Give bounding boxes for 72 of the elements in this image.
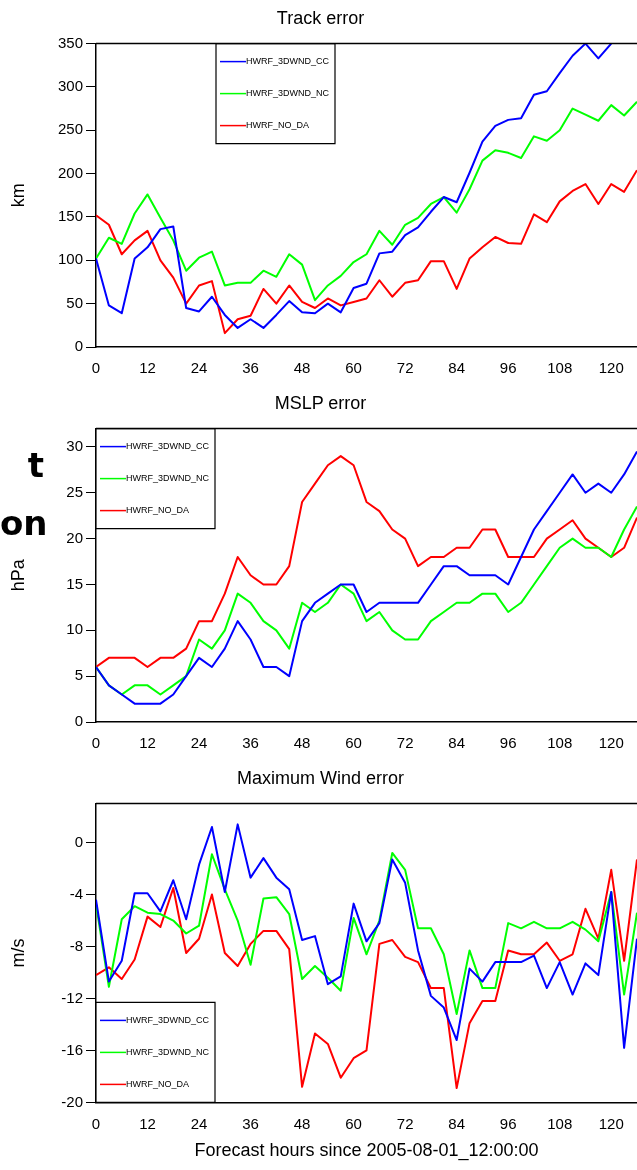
y-tick-label: 150 <box>57 207 83 225</box>
y-tick-label: 25 <box>66 482 83 500</box>
x-axis-title: Forecast hours since 2005-08-01_12:00:00 <box>194 1140 539 1162</box>
text: on <box>0 503 48 543</box>
x-tick-label: 60 <box>345 734 362 752</box>
y-tick-label: 0 <box>74 337 83 355</box>
x-tick-label: 36 <box>242 359 259 377</box>
x-tick-label: 36 <box>242 1114 259 1132</box>
x-tick-label: 0 <box>91 359 101 377</box>
x-tick-label: 48 <box>293 359 311 377</box>
y-tick-label: 30 <box>66 437 83 455</box>
y-axis-title: km <box>7 183 28 208</box>
y-tick-label: -16 <box>61 1040 83 1058</box>
chart-title: MSLP error <box>274 392 367 413</box>
y-axis-title: m/s <box>7 938 28 968</box>
x-tick-label: 108 <box>547 359 573 377</box>
y-tick-label: 0 <box>74 832 83 850</box>
legend-label: HWRF_3DWND_NC <box>246 88 330 99</box>
legend-label: HWRF_3DWND_CC <box>246 56 330 67</box>
x-tick-label: 120 <box>598 1114 624 1132</box>
x-tick-label: 36 <box>242 734 259 752</box>
x-tick-label: 120 <box>598 359 624 377</box>
x-tick-label: 84 <box>448 1114 466 1132</box>
y-tick-label: -4 <box>69 884 83 902</box>
chart-title: Maximum Wind error <box>236 767 405 788</box>
x-tick-label: 72 <box>396 734 414 752</box>
y-tick-label: 20 <box>66 528 83 546</box>
x-tick-label: 96 <box>499 1114 517 1132</box>
x-tick-label: 96 <box>499 734 517 752</box>
x-tick-label: 84 <box>448 359 466 377</box>
y-axis-title: hPa <box>7 558 28 592</box>
x-tick-label: 24 <box>190 734 208 752</box>
y-tick-label: 50 <box>66 293 83 311</box>
legend-label: HWRF_3DWND_CC <box>126 441 210 452</box>
x-tick-label: 108 <box>547 1114 573 1132</box>
y-tick-label: 300 <box>57 77 83 95</box>
y-tick-label: -12 <box>61 988 83 1006</box>
legend-label: HWRF_NO_DA <box>126 505 190 516</box>
y-tick-label: 5 <box>74 666 83 684</box>
x-tick-label: 12 <box>139 734 156 752</box>
legend-label: HWRF_NO_DA <box>246 120 310 131</box>
y-tick-label: -20 <box>61 1092 83 1110</box>
y-tick-label: 10 <box>66 620 83 638</box>
x-tick-label: 12 <box>139 1114 156 1132</box>
x-tick-label: 96 <box>499 359 517 377</box>
legend-label: HWRF_3DWND_NC <box>126 473 210 484</box>
x-tick-label: 60 <box>345 1114 362 1132</box>
x-tick-label: 24 <box>190 1114 208 1132</box>
x-tick-label: 0 <box>91 734 101 752</box>
text: t <box>26 445 44 485</box>
x-tick-label: 24 <box>190 359 208 377</box>
x-tick-label: 108 <box>547 734 573 752</box>
x-tick-label: 48 <box>293 1114 311 1132</box>
x-tick-label: 12 <box>139 359 156 377</box>
y-tick-label: 15 <box>66 574 83 592</box>
x-tick-label: 0 <box>91 1114 101 1132</box>
legend-label: HWRF_3DWND_CC <box>126 1014 210 1025</box>
y-tick-label: 250 <box>57 120 83 138</box>
x-tick-label: 72 <box>396 359 414 377</box>
x-tick-label: 120 <box>598 734 624 752</box>
x-tick-label: 48 <box>293 734 311 752</box>
x-tick-label: 84 <box>448 734 466 752</box>
legend-label: HWRF_NO_DA <box>126 1078 190 1089</box>
x-tick-label: 60 <box>345 359 362 377</box>
y-tick-label: 200 <box>57 163 83 181</box>
y-tick-label: 100 <box>57 250 83 268</box>
y-tick-label: -8 <box>69 936 83 954</box>
y-tick-label: 350 <box>57 33 83 51</box>
chart-title: Track error <box>276 7 365 28</box>
x-tick-label: 72 <box>396 1114 414 1132</box>
legend-label: HWRF_3DWND_NC <box>126 1046 210 1057</box>
y-tick-label: 0 <box>74 712 83 730</box>
